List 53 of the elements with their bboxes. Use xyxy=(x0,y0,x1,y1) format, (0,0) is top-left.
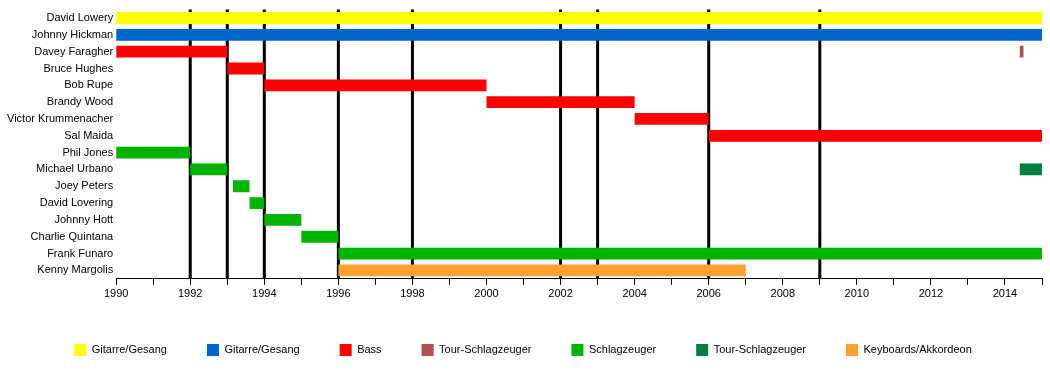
y-tick-label: Frank Funaro xyxy=(47,246,114,259)
bar xyxy=(264,214,302,226)
y-tick-label: Joey Peters xyxy=(55,179,114,192)
y-tick-label: David Lovering xyxy=(39,196,114,209)
bar xyxy=(116,146,191,159)
bar xyxy=(338,264,746,277)
y-tick-label: Michael Urbano xyxy=(36,162,114,175)
legend-label: Gitarre/Gesang xyxy=(91,343,167,356)
x-tick-label: 1990 xyxy=(103,287,129,300)
y-tick-label: Kenny Margolis xyxy=(37,263,114,276)
x-tick-label: 1994 xyxy=(252,287,277,300)
x-tick-label: 2002 xyxy=(548,287,573,300)
legend-label: Bass xyxy=(357,343,383,356)
x-tick-label: 2000 xyxy=(474,287,499,300)
x-tick-label: 2008 xyxy=(770,287,796,300)
x-tick-label: 2010 xyxy=(844,287,870,300)
x-tick-label: 1992 xyxy=(177,287,203,300)
bar xyxy=(116,12,1042,24)
x-tick-label: 2006 xyxy=(696,287,721,300)
x-tick-label: 2012 xyxy=(918,287,944,300)
x-tick-label: 2014 xyxy=(992,287,1018,300)
y-tick-label: Charlie Quintana xyxy=(30,229,115,242)
bar xyxy=(227,62,265,75)
bar xyxy=(301,230,339,243)
legend-label: Tour-Schlagzeuger xyxy=(713,343,807,356)
y-tick-label: Phil Jones xyxy=(62,145,114,158)
bar xyxy=(486,96,635,109)
y-tick-label: Brandy Wood xyxy=(46,95,114,108)
bar xyxy=(249,197,265,209)
legend-label: Schlagzeuger xyxy=(588,343,657,356)
x-tick-label: 1996 xyxy=(326,287,351,300)
y-tick-label: Bob Rupe xyxy=(64,78,114,91)
y-tick-label: Bruce Hughes xyxy=(43,61,114,74)
y-tick-label: Johnny Hickman xyxy=(31,27,114,40)
y-tick-label: Sal Maida xyxy=(64,128,115,141)
bar xyxy=(264,79,487,92)
x-tick-label: 1998 xyxy=(400,287,425,300)
y-tick-label: Victor Krummenacher xyxy=(7,111,114,124)
y-tick-label: Johnny Hott xyxy=(54,212,114,225)
bar xyxy=(1019,163,1042,176)
bar xyxy=(338,247,1042,260)
bar xyxy=(634,113,709,125)
legend-label: Tour-Schlagzeuger xyxy=(439,343,532,356)
bar xyxy=(116,28,1042,41)
y-tick-label: David Lowery xyxy=(46,11,114,24)
bar xyxy=(190,163,228,176)
y-tick-label: Davey Faragher xyxy=(34,44,114,57)
legend-label: Gitarre/Gesang xyxy=(224,343,300,356)
x-tick-label: 2004 xyxy=(622,287,647,300)
bar xyxy=(116,45,228,58)
bar xyxy=(232,180,250,193)
legend-label: Keyboards/Akkordeon xyxy=(863,343,972,356)
bar xyxy=(708,129,1042,142)
